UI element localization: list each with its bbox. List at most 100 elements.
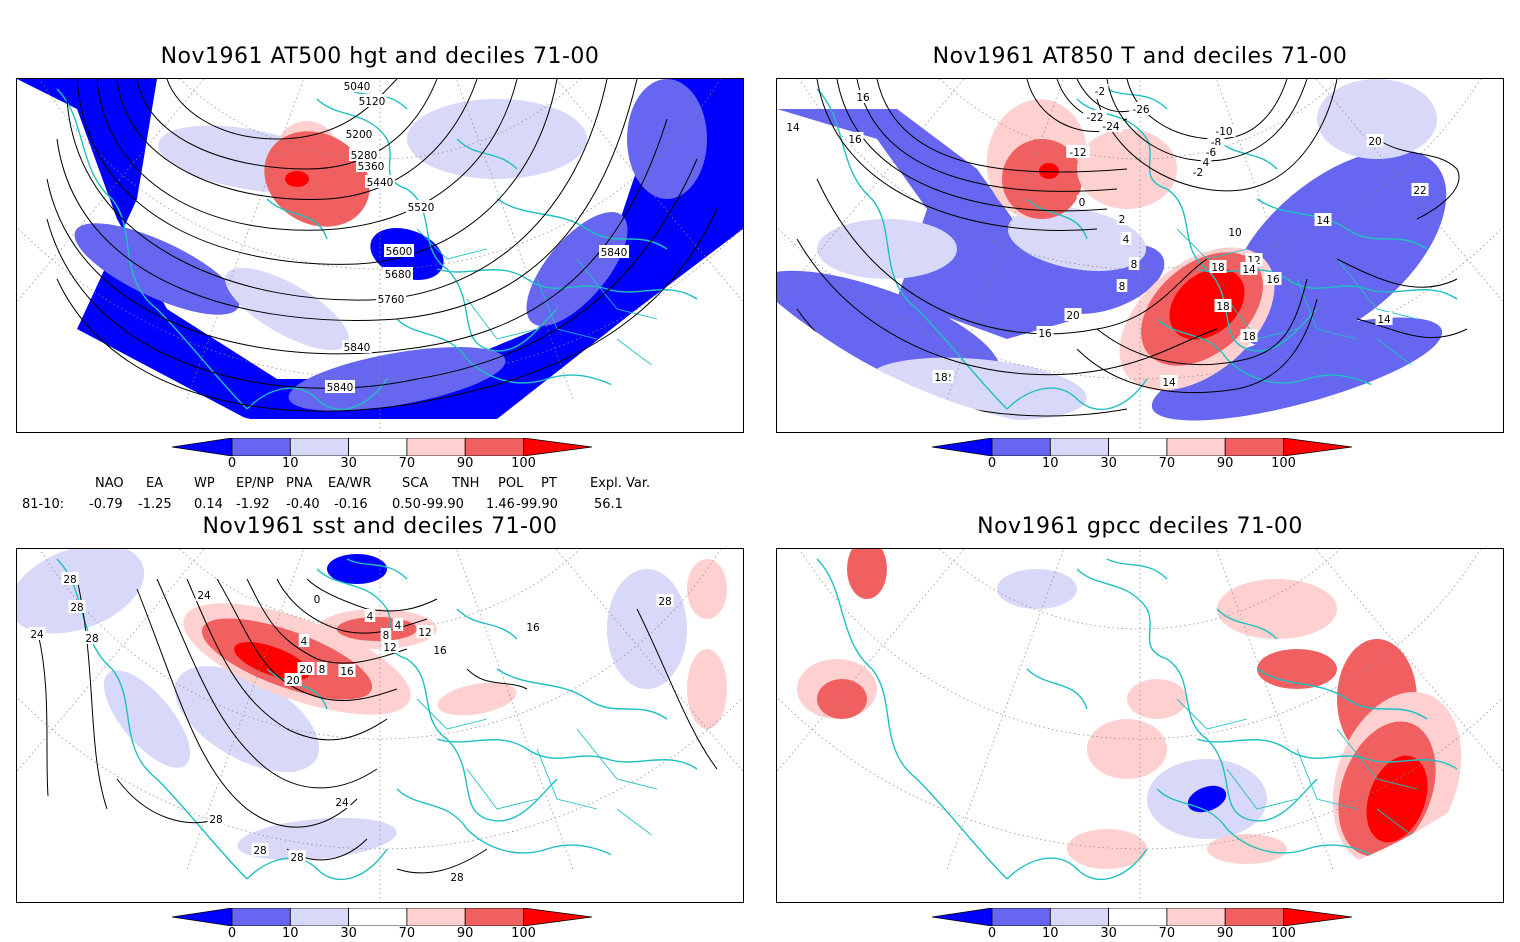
contour-label-bg [381, 640, 399, 653]
contour-label: 14 [1162, 377, 1176, 389]
contour-label-bg [311, 592, 323, 605]
contour-label: 24 [197, 590, 211, 602]
contour-label-bg [1200, 155, 1212, 168]
contour-label-bg [1366, 134, 1384, 147]
contour-label-bg [1264, 272, 1282, 285]
index-header: SCA [402, 476, 429, 491]
contour-label: 5680 [385, 269, 412, 281]
contour-label: 5840 [344, 342, 371, 354]
contour-label-bg [524, 620, 542, 633]
decile-shading [1169, 268, 1245, 340]
colorbar-tick-label: 0 [227, 456, 237, 471]
decile-shading [264, 131, 370, 227]
index-value: -1.25 [138, 497, 172, 512]
contour-label-bg [83, 631, 101, 644]
contour-label-bg [599, 245, 629, 258]
colorbar-tick-label: 10 [282, 926, 299, 941]
colorbar-hgt: 0 10 30 70 90 100 [171, 437, 593, 472]
contour-label: 4 [367, 611, 374, 623]
decile-shading [237, 817, 397, 861]
contour-label: 18 [1242, 331, 1255, 343]
decile-shading [17, 79, 743, 419]
contour-label: 5120 [359, 96, 386, 108]
colorbar-tick-label: 100 [1271, 926, 1296, 941]
index-header: EP/NP [236, 476, 274, 491]
contour-label: 5840 [601, 247, 628, 259]
contour-label: 16 [526, 622, 540, 634]
colorbar-tick-label: 10 [282, 456, 299, 471]
contour-label: 5200 [346, 129, 373, 141]
decile-shading [1187, 785, 1227, 813]
map-gpcc [776, 548, 1504, 903]
contour-label-bg [316, 662, 328, 675]
index-header: TNH [452, 476, 480, 491]
decile-shading [687, 649, 727, 729]
index-header: WP [194, 476, 215, 491]
contour-label-bg [349, 148, 379, 161]
decile-shading [234, 642, 310, 680]
colorbar-tick-label: 0 [987, 926, 997, 941]
decile-shading [817, 679, 867, 719]
decile-shading [17, 549, 145, 634]
contour-label-bg [28, 627, 46, 640]
contour-label-bg [251, 843, 269, 856]
contour-label-bg [342, 79, 372, 92]
index-value: -0.40 [286, 497, 320, 512]
contour-label-bg [1091, 84, 1109, 97]
contour-label: 20 [1368, 136, 1381, 148]
contour-label-bg [297, 662, 315, 675]
contour-label-bg [1226, 225, 1244, 238]
contour-label: 5520 [408, 202, 435, 214]
lat-lon-grid [17, 549, 743, 902]
contour-label: 20 [286, 675, 299, 687]
contour-label-bg [784, 120, 802, 133]
contour-label: -8 [1211, 137, 1221, 149]
contour-label-bg [384, 244, 414, 257]
contour-label-bg [356, 159, 386, 172]
contour-label-bg [1209, 260, 1227, 273]
decile-shading [777, 109, 1107, 339]
contour-label-bg [325, 380, 355, 393]
contour-label-bg [207, 812, 225, 825]
contour-label: 28 [450, 872, 463, 884]
decile-shading [1151, 317, 1443, 421]
contour-label-bg [342, 340, 372, 353]
contour-label-bg [364, 609, 376, 622]
contour-label: 8 [1131, 259, 1138, 271]
contour-label-bg [1064, 308, 1082, 321]
index-header: EA [146, 476, 164, 491]
decile-shading [997, 569, 1077, 609]
contour-label-bg [380, 628, 392, 641]
contour-label-bg [1189, 165, 1207, 178]
panel-title-hgt: Nov1961 AT500 hgt and deciles 71-00 [160, 44, 600, 69]
index-value: -99.90 [516, 497, 558, 512]
contour-label: 5360 [358, 161, 385, 173]
contour-label-bg [448, 870, 466, 883]
contour-label: 28 [658, 596, 671, 608]
colorbar-tick-label: 30 [1100, 456, 1117, 471]
contour-label-bg [1076, 195, 1088, 208]
contour-label-bg [392, 618, 404, 631]
decile-shading [1207, 834, 1287, 864]
contour-label: 16 [856, 92, 870, 104]
colorbar-gpcc: 0 10 30 70 90 100 [931, 907, 1353, 942]
contour-label-bg [846, 132, 864, 145]
map-t850: 16 14 16 -2 -26 -24 -22 -12 -10 -8 -6 4 -2 0 2 4 8 8 10 12 1… [776, 78, 1504, 433]
contour-label-bg [854, 90, 872, 103]
panel-title-gpcc: Nov1961 gpcc deciles 71-00 [977, 514, 1303, 539]
contour-label: -12 [1069, 147, 1086, 159]
contour-label: 16 [848, 134, 862, 146]
contour-label-bg [1066, 145, 1090, 158]
decile-shading [687, 559, 727, 619]
contour-label-bg [1411, 183, 1429, 196]
contour-label-bg [416, 625, 434, 638]
contour-label-bg [1083, 110, 1107, 123]
decile-shading [817, 219, 957, 279]
coastlines [816, 558, 1458, 880]
contour-label: 5440 [367, 177, 394, 189]
contour-label: 5760 [378, 294, 405, 306]
decile-shading [437, 682, 517, 716]
colorbar-tick-label: 90 [1216, 456, 1234, 471]
contour-label-bg [284, 673, 302, 686]
contour-label-bg [932, 370, 950, 383]
